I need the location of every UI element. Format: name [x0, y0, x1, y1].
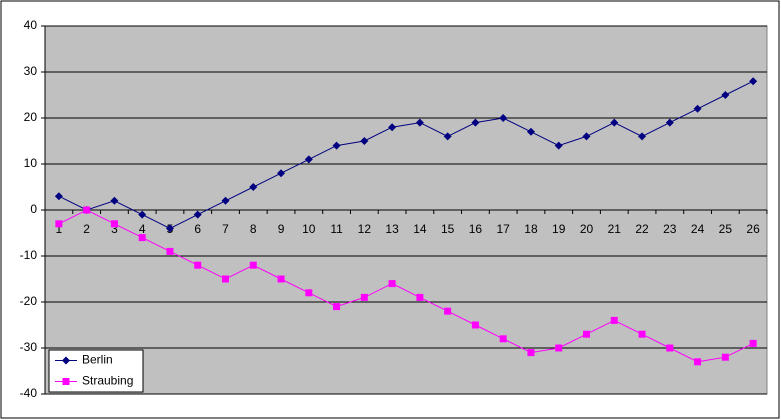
legend-label: Berlin	[82, 353, 113, 367]
marker	[305, 289, 313, 297]
marker	[194, 261, 202, 269]
x-tick-label: 19	[552, 222, 566, 236]
marker	[277, 275, 285, 283]
marker	[333, 303, 341, 311]
marker	[721, 91, 730, 99]
marker	[749, 339, 757, 347]
marker	[304, 155, 313, 164]
y-tick-label: 40	[24, 18, 38, 32]
marker	[693, 104, 702, 113]
marker	[471, 118, 480, 127]
marker	[249, 183, 258, 191]
marker	[666, 344, 674, 352]
x-tick-label: 14	[413, 222, 427, 236]
y-tick-label: 20	[24, 110, 38, 124]
series-line	[58, 80, 754, 229]
marker	[249, 261, 257, 269]
x-tick-label: 8	[250, 222, 257, 236]
marker	[638, 132, 647, 141]
x-tick-label: 6	[194, 222, 201, 236]
marker	[138, 234, 146, 242]
x-tick-label: 15	[441, 222, 455, 236]
marker	[610, 316, 618, 324]
x-tick-label: 7	[222, 222, 229, 236]
y-tick-label: -30	[20, 340, 38, 354]
y-tick-label: -40	[20, 386, 38, 400]
x-tick-label: 20	[580, 222, 594, 236]
series-line	[58, 209, 754, 363]
marker	[277, 169, 286, 178]
marker	[54, 192, 63, 201]
marker	[110, 196, 119, 205]
x-tick-label: 11	[330, 222, 343, 236]
marker	[665, 118, 674, 127]
marker	[138, 210, 147, 219]
marker	[555, 344, 563, 352]
y-tick-label: 0	[30, 202, 37, 216]
x-tick-label: 25	[719, 222, 733, 236]
x-tick-label: 22	[635, 222, 649, 236]
x-tick-label: 21	[608, 222, 622, 236]
x-tick-label: 10	[302, 222, 316, 236]
marker	[583, 330, 590, 338]
legend-marker	[62, 378, 70, 385]
x-tick-label: 16	[469, 222, 483, 236]
y-tick-label: -10	[20, 248, 38, 262]
y-tick-label: -20	[20, 294, 38, 308]
x-tick-label: 18	[524, 222, 538, 236]
marker	[499, 114, 508, 122]
marker	[499, 335, 507, 343]
x-tick-label: 23	[663, 222, 677, 236]
x-tick-label: 26	[746, 222, 760, 236]
x-tick-label: 1	[56, 222, 63, 236]
marker	[55, 220, 63, 228]
marker	[582, 132, 591, 141]
marker	[110, 220, 118, 228]
legend	[48, 349, 144, 393]
legend-marker	[62, 356, 70, 365]
marker	[332, 141, 341, 150]
marker	[749, 77, 758, 86]
marker	[166, 247, 174, 255]
x-tick-label: 9	[278, 222, 285, 236]
marker	[416, 293, 424, 301]
marker	[222, 275, 229, 283]
marker	[360, 293, 368, 301]
marker	[388, 123, 397, 132]
marker	[360, 137, 369, 145]
y-tick-label: 30	[24, 64, 38, 78]
marker	[638, 330, 646, 338]
marker	[83, 206, 91, 214]
marker	[694, 358, 702, 366]
x-tick-label: 12	[358, 222, 372, 236]
legend-label: Straubing	[82, 374, 133, 388]
marker	[610, 118, 619, 127]
x-tick-label: 3	[111, 222, 118, 236]
x-tick-label: 4	[139, 222, 146, 236]
y-tick-label: 10	[24, 156, 38, 170]
x-tick-label: 13	[385, 222, 399, 236]
marker	[471, 321, 479, 329]
marker	[527, 349, 535, 357]
marker	[388, 280, 396, 288]
x-tick-label: 17	[497, 222, 511, 236]
marker	[554, 141, 563, 150]
x-tick-label: 24	[691, 222, 705, 236]
marker	[165, 224, 174, 233]
marker	[221, 196, 230, 205]
marker	[444, 307, 452, 315]
marker	[415, 118, 424, 127]
marker	[721, 353, 729, 361]
marker	[193, 210, 202, 219]
x-tick-label: 2	[83, 222, 90, 236]
marker	[526, 127, 535, 136]
marker	[443, 132, 452, 141]
